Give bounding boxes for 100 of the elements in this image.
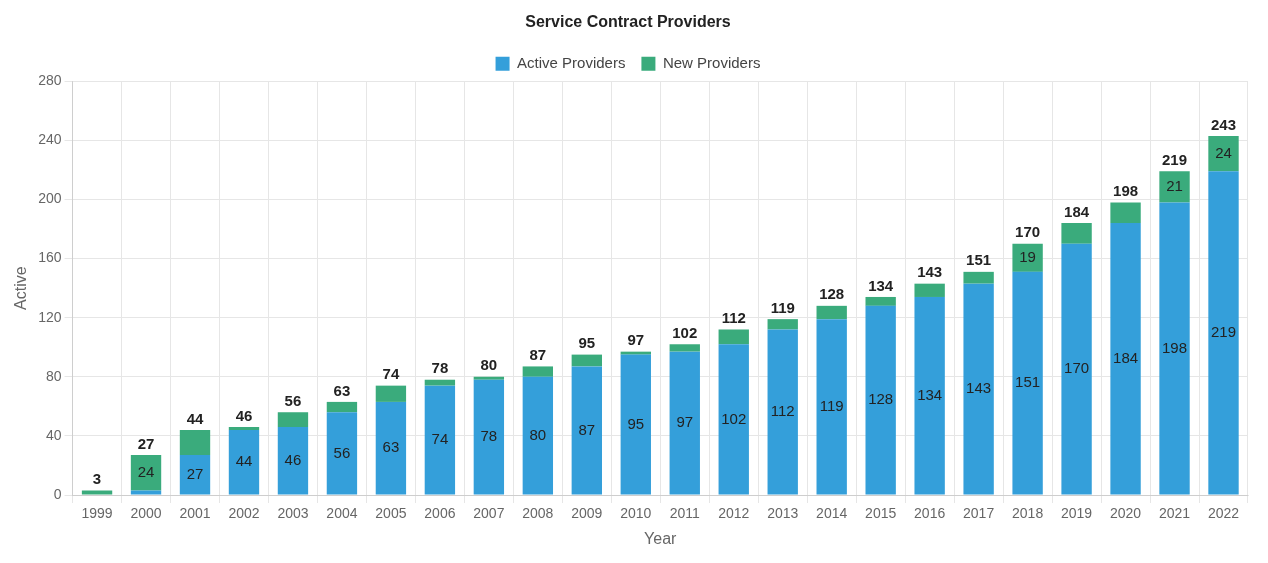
total-label: 219 <box>1162 150 1188 168</box>
data-label: 19 <box>1019 247 1036 265</box>
bar <box>669 351 700 495</box>
bar <box>963 283 994 495</box>
bar <box>522 376 554 495</box>
data-label: 97 <box>676 413 694 431</box>
bar <box>1012 243 1043 272</box>
data-label: 27 <box>186 464 204 482</box>
x-tick-label: 2010 <box>620 505 652 522</box>
data-label: 44 <box>235 452 253 470</box>
bar <box>375 385 407 402</box>
bar <box>571 366 602 495</box>
chart-title: Service Contract Providers <box>525 13 731 31</box>
bar <box>1110 223 1141 495</box>
y-tick-label: 80 <box>45 367 62 384</box>
bar <box>816 319 847 495</box>
bar <box>620 354 651 495</box>
bar <box>1208 171 1239 495</box>
bar <box>473 376 505 380</box>
bar <box>1159 202 1190 495</box>
bar <box>375 401 407 495</box>
bar <box>424 379 456 386</box>
x-tick-label: 2013 <box>767 505 799 522</box>
x-tick-label: 2016 <box>914 505 946 522</box>
data-label: 134 <box>917 385 943 403</box>
total-label: 198 <box>1113 182 1139 200</box>
total-label: 46 <box>235 406 253 424</box>
bar <box>767 319 798 330</box>
x-tick-label: 2005 <box>375 505 407 522</box>
total-label: 151 <box>966 251 992 269</box>
x-tick-label: 2020 <box>1109 505 1142 522</box>
total-label: 95 <box>578 334 596 352</box>
x-tick-label: 2004 <box>326 505 358 522</box>
y-axis-title: Active <box>12 266 30 310</box>
bar <box>1012 271 1043 495</box>
bar <box>1061 243 1092 495</box>
x-tick-label: 2006 <box>424 505 456 522</box>
bar <box>767 329 798 495</box>
data-label: 74 <box>431 430 449 448</box>
bar <box>179 429 211 456</box>
bar <box>130 455 162 491</box>
x-tick-label: 1999 <box>81 505 113 522</box>
x-tick-label: 2015 <box>865 505 897 522</box>
data-label: 56 <box>333 443 351 461</box>
total-label: 112 <box>721 309 746 327</box>
data-label: 46 <box>284 450 302 468</box>
bar <box>424 385 456 495</box>
x-tick-label: 2002 <box>228 505 260 522</box>
data-label: 95 <box>627 414 645 432</box>
x-axis-title: Year <box>644 529 678 547</box>
bar <box>718 329 749 345</box>
total-label: 184 <box>1064 202 1090 220</box>
y-tick-label: 240 <box>38 131 62 148</box>
x-tick-label: 2003 <box>277 505 309 522</box>
bar <box>963 271 994 284</box>
bar <box>1208 135 1239 172</box>
data-label: 151 <box>1015 373 1041 391</box>
total-label: 44 <box>186 409 204 427</box>
x-tick-label: 2000 <box>130 505 162 522</box>
total-label: 63 <box>333 381 351 399</box>
bar <box>228 429 260 495</box>
x-tick-label: 2009 <box>571 505 603 522</box>
data-label: 170 <box>1064 359 1090 377</box>
x-tick-label: 2019 <box>1061 505 1093 522</box>
total-label: 243 <box>1211 115 1237 133</box>
total-label: 87 <box>529 346 547 364</box>
data-label: 119 <box>819 396 844 414</box>
x-tick-label: 2021 <box>1158 505 1191 522</box>
total-label: 74 <box>382 365 400 383</box>
data-label: 128 <box>868 390 894 408</box>
legend-label: Active Providers <box>517 53 626 71</box>
data-label: 102 <box>721 409 747 427</box>
y-tick-label: 280 <box>38 72 62 89</box>
x-tick-label: 2008 <box>522 505 554 522</box>
bar <box>130 490 162 495</box>
x-tick-label: 2001 <box>179 505 211 522</box>
bar <box>522 366 554 377</box>
total-label: 170 <box>1015 223 1041 241</box>
x-tick-label: 2018 <box>1012 505 1044 522</box>
bar <box>228 427 260 430</box>
legend-label: New Providers <box>662 53 761 71</box>
y-tick-label: 120 <box>38 308 62 325</box>
bar <box>326 401 358 413</box>
data-label: 184 <box>1113 348 1139 366</box>
data-label: 24 <box>1215 143 1232 161</box>
x-tick-label: 2012 <box>718 505 750 522</box>
data-label: 80 <box>529 425 547 443</box>
data-label: 143 <box>966 379 992 397</box>
total-label: 78 <box>431 359 449 377</box>
bar <box>1061 223 1092 244</box>
data-label: 78 <box>480 427 498 445</box>
y-tick-label: 40 <box>45 426 62 443</box>
x-tick-label: 2011 <box>669 505 701 522</box>
x-tick-label: 2014 <box>816 505 848 522</box>
bar <box>816 305 847 320</box>
bar <box>179 455 211 495</box>
total-label: 97 <box>627 331 645 349</box>
bar <box>81 490 113 495</box>
bar <box>571 354 602 367</box>
total-label: 119 <box>770 298 795 316</box>
